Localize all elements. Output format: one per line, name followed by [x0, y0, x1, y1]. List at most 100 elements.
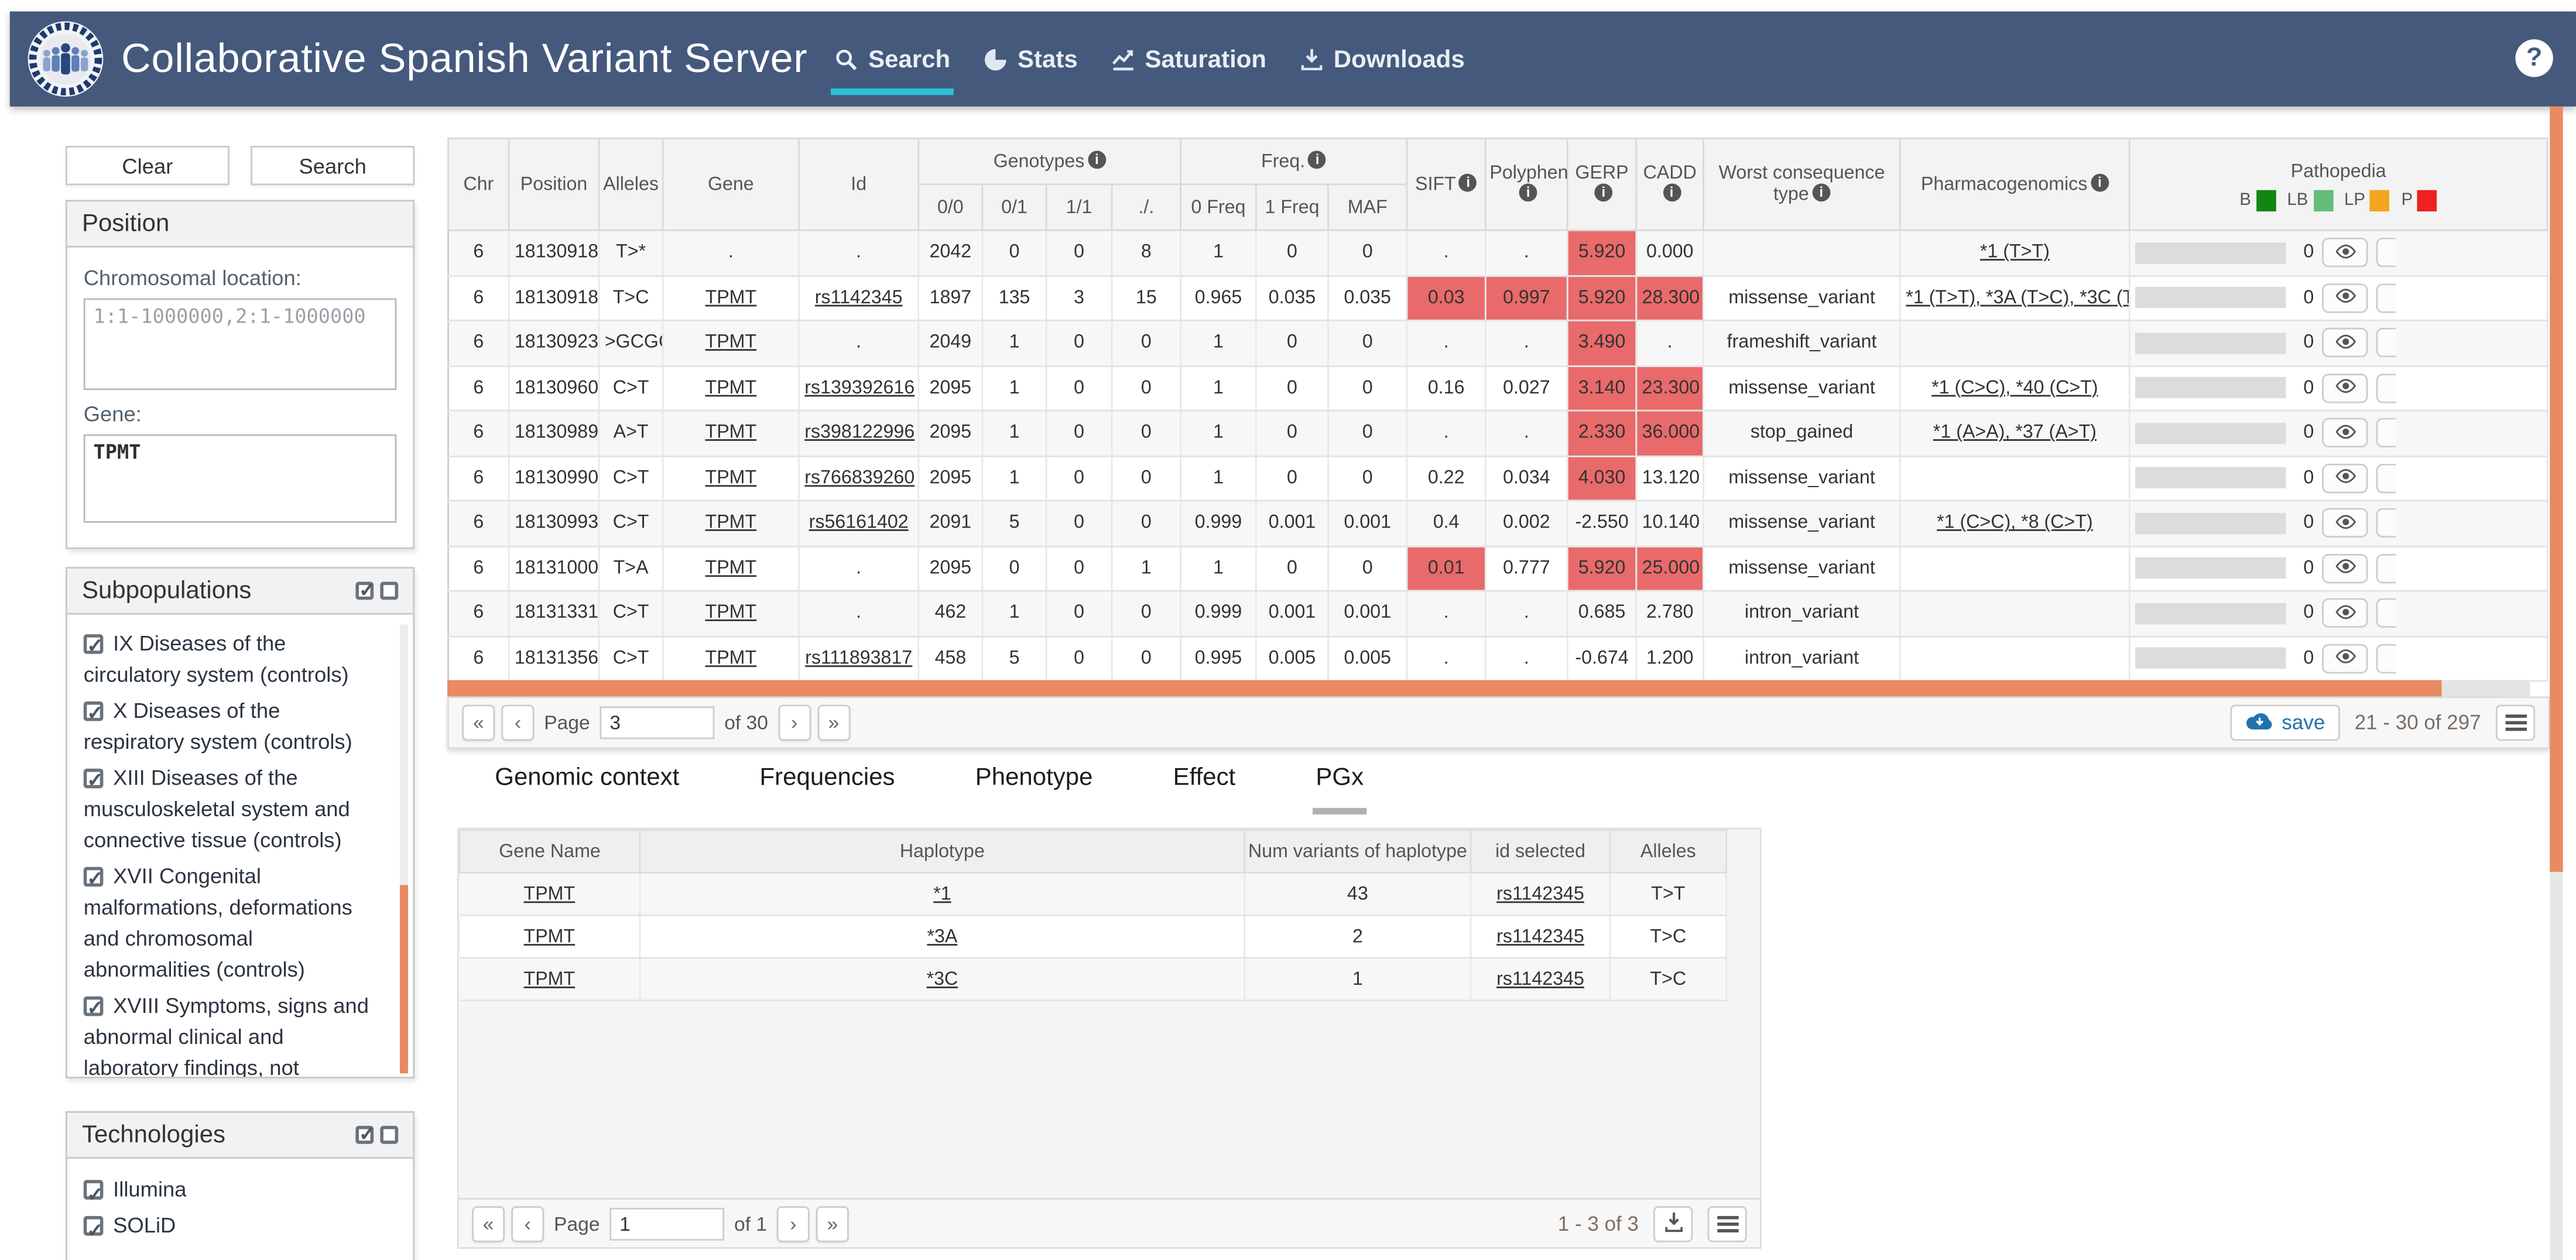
- col-genotype-11[interactable]: 1/1: [1045, 183, 1113, 231]
- select-none-checkbox[interactable]: [380, 1125, 399, 1144]
- pgx-cell-id-link[interactable]: rs1142345: [1471, 915, 1611, 959]
- annotate-pathopedia-button[interactable]: [2376, 328, 2396, 358]
- cell-gene-link[interactable]: TPMT: [663, 501, 800, 547]
- cell-gene-link[interactable]: TPMT: [663, 320, 800, 367]
- tab-genomic-context[interactable]: Genomic context: [495, 763, 680, 792]
- col-gene[interactable]: Gene: [662, 138, 800, 231]
- cell-gene-link[interactable]: .: [663, 230, 800, 276]
- pgx-col-num-variants[interactable]: Num variants of haplotype: [1244, 829, 1472, 874]
- pgx-cell-id-link[interactable]: rs1142345: [1471, 958, 1611, 1002]
- subpopulation-checkbox[interactable]: [83, 993, 104, 1024]
- col-position[interactable]: Position: [508, 138, 600, 231]
- col-chr[interactable]: Chr: [447, 138, 510, 231]
- info-icon[interactable]: [1088, 150, 1106, 169]
- annotate-pathopedia-button[interactable]: [2376, 283, 2396, 313]
- col-freq[interactable]: Freq.: [1180, 138, 1408, 186]
- col-genotypes[interactable]: Genotypes: [917, 138, 1182, 186]
- tab-pgx[interactable]: PGx: [1312, 763, 1367, 815]
- variant-row[interactable]: 6 18131331 C>T TPMT . 462 1 0 0 0.999 0.…: [448, 591, 2548, 637]
- cell-pharmacogenomics[interactable]: [1900, 636, 2130, 682]
- pgx-row[interactable]: TPMT *3C 1 rs1142345 T>C: [460, 958, 1728, 1002]
- cell-gene-link[interactable]: TPMT: [663, 636, 800, 682]
- technology-checkbox[interactable]: [83, 1213, 104, 1249]
- page-scrollbar-thumb[interactable]: [2550, 106, 2563, 872]
- col-polyphen[interactable]: Polyphen: [1484, 138, 1568, 231]
- prev-page-button[interactable]: ‹: [511, 1205, 544, 1242]
- select-all-checkbox[interactable]: [355, 1122, 375, 1146]
- cell-pharmacogenomics[interactable]: [1900, 456, 2130, 502]
- info-icon[interactable]: [2091, 173, 2109, 192]
- cell-gene-link[interactable]: TPMT: [663, 546, 800, 592]
- view-pathopedia-button[interactable]: [2322, 418, 2368, 448]
- annotate-pathopedia-button[interactable]: [2376, 463, 2396, 493]
- view-pathopedia-button[interactable]: [2322, 643, 2368, 673]
- variant-row[interactable]: 6 18130990 C>T TPMT rs766839260 2095 1 0…: [448, 456, 2548, 502]
- table-horizontal-scrollbar-thumb[interactable]: [447, 680, 2442, 697]
- variant-row[interactable]: 6 18130993 C>T TPMT rs56161402 2091 5 0 …: [448, 501, 2548, 547]
- nav-stats[interactable]: Stats: [983, 45, 1078, 73]
- cell-pharmacogenomics[interactable]: *1 (C>C), *8 (C>T): [1900, 501, 2130, 547]
- col-freq-1[interactable]: 1 Freq: [1255, 183, 1329, 231]
- cell-pharmacogenomics[interactable]: *1 (T>T): [1900, 230, 2130, 276]
- cell-pharmacogenomics[interactable]: [1900, 320, 2130, 367]
- col-genotype-missing[interactable]: ./.: [1111, 183, 1182, 231]
- cell-id-link[interactable]: rs1142345: [799, 275, 920, 321]
- variant-row[interactable]: 6 18130923 >GCGCC TPMT . 2049 1 0 0 1 0 …: [448, 320, 2548, 367]
- tab-phenotype[interactable]: Phenotype: [975, 763, 1093, 792]
- pgx-cell-haplotype-link[interactable]: *3C: [640, 958, 1246, 1002]
- pgx-cell-id-link[interactable]: rs1142345: [1471, 872, 1611, 916]
- next-page-button[interactable]: ›: [776, 1205, 810, 1242]
- subpopulations-scrollbar-thumb[interactable]: [399, 885, 408, 1074]
- pgx-row[interactable]: TPMT *3A 2 rs1142345 T>C: [460, 915, 1728, 959]
- pgx-cell-haplotype-link[interactable]: *1: [640, 872, 1246, 916]
- cell-gene-link[interactable]: TPMT: [663, 410, 800, 457]
- annotate-pathopedia-button[interactable]: [2376, 553, 2396, 583]
- subpopulation-checkbox[interactable]: [83, 631, 104, 662]
- pgx-cell-gene-link[interactable]: TPMT: [460, 915, 641, 959]
- col-consequence[interactable]: Worst consequence type: [1703, 138, 1901, 231]
- col-genotype-01[interactable]: 0/1: [981, 183, 1047, 231]
- pgx-col-alleles[interactable]: Alleles: [1609, 829, 1728, 874]
- cell-id-link[interactable]: .: [799, 230, 920, 276]
- download-table-button[interactable]: [1653, 1205, 1693, 1242]
- tab-effect[interactable]: Effect: [1173, 763, 1236, 792]
- info-icon[interactable]: [1459, 173, 1478, 192]
- search-button[interactable]: Search: [251, 146, 415, 186]
- col-genotype-00[interactable]: 0/0: [917, 183, 984, 231]
- col-alleles[interactable]: Alleles: [598, 138, 664, 231]
- pgx-cell-gene-link[interactable]: TPMT: [460, 958, 641, 1002]
- col-id[interactable]: Id: [798, 138, 920, 231]
- cell-id-link[interactable]: .: [799, 591, 920, 637]
- nav-saturation[interactable]: Saturation: [1111, 45, 1266, 73]
- cell-id-link[interactable]: rs56161402: [799, 501, 920, 547]
- variant-row[interactable]: 6 18130989 A>T TPMT rs398122996 2095 1 0…: [448, 410, 2548, 457]
- view-pathopedia-button[interactable]: [2322, 373, 2368, 403]
- cell-gene-link[interactable]: TPMT: [663, 365, 800, 412]
- annotate-pathopedia-button[interactable]: [2376, 598, 2396, 628]
- last-page-button[interactable]: »: [816, 1205, 849, 1242]
- subpopulation-checkbox[interactable]: [83, 765, 104, 796]
- tab-frequencies[interactable]: Frequencies: [759, 763, 895, 792]
- table-menu-button[interactable]: [2495, 704, 2536, 741]
- gene-input[interactable]: TPMT: [83, 434, 397, 523]
- col-maf[interactable]: MAF: [1327, 183, 1408, 231]
- pgx-cell-gene-link[interactable]: TPMT: [460, 872, 641, 916]
- col-cadd[interactable]: CADD: [1635, 138, 1705, 231]
- view-pathopedia-button[interactable]: [2322, 508, 2368, 538]
- page-input[interactable]: [609, 1207, 725, 1240]
- info-icon[interactable]: [1519, 183, 1537, 202]
- save-button[interactable]: save: [2231, 704, 2340, 741]
- table-menu-button[interactable]: [1707, 1205, 1747, 1242]
- col-pharmacogenomics[interactable]: Pharmacogenomics: [1899, 138, 2130, 231]
- variant-row[interactable]: 6 18130960 C>T TPMT rs139392616 2095 1 0…: [448, 365, 2548, 412]
- col-gerp[interactable]: GERP: [1566, 138, 1638, 231]
- pgx-col-id-selected[interactable]: id selected: [1469, 829, 1611, 874]
- annotate-pathopedia-button[interactable]: [2376, 643, 2396, 673]
- view-pathopedia-button[interactable]: [2322, 238, 2368, 268]
- subpopulation-checkbox[interactable]: [83, 698, 104, 730]
- help-icon[interactable]: ?: [2515, 39, 2553, 77]
- cell-pharmacogenomics[interactable]: [1900, 546, 2130, 592]
- annotate-pathopedia-button[interactable]: [2376, 418, 2396, 448]
- col-freq-0[interactable]: 0 Freq: [1180, 183, 1257, 231]
- variant-row[interactable]: 6 18130918 T>* . . 2042 0 0 8 1 0 0 . .: [448, 230, 2548, 276]
